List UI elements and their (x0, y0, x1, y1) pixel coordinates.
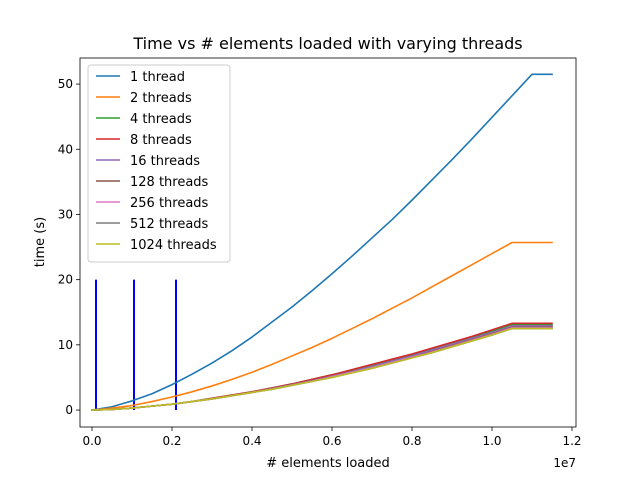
series-line-9 (91, 327, 553, 411)
y-axis-label: time (s) (33, 217, 48, 267)
series-line-5 (91, 325, 553, 411)
x-tick-label: 0.4 (242, 434, 261, 448)
y-tick-label: 50 (58, 77, 73, 91)
y-tick-label: 10 (58, 338, 73, 352)
series-line-6 (91, 326, 553, 411)
legend-label: 512 threads (130, 217, 209, 232)
y-tick-label: 40 (58, 142, 73, 156)
series-line-7 (91, 327, 553, 411)
axes-frame (79, 57, 577, 428)
legend-label: 8 threads (130, 133, 192, 148)
legend-label: 16 threads (130, 154, 200, 169)
x-tick-label: 0.2 (162, 434, 181, 448)
y-tick-label: 30 (58, 207, 73, 221)
legend-label: 256 threads (130, 196, 209, 211)
legend-label: 2 threads (130, 91, 192, 106)
x-tick-label: 0.8 (402, 434, 421, 448)
x-axis-label: # elements loaded (266, 456, 390, 471)
legend-box (87, 64, 231, 263)
legend: 1 thread 2 threads 4 threads 8 threads 16 th… (87, 64, 231, 263)
series-line-1 (91, 73, 553, 411)
x-tick-label: 0.0 (82, 434, 101, 448)
legend-label: 128 threads (130, 175, 209, 190)
legend-label: 4 threads (130, 112, 192, 127)
chart-title: Time vs # elements loaded with varying t… (132, 34, 522, 53)
y-tick-label: 0 (65, 403, 73, 417)
series-line-8 (91, 327, 553, 411)
plot-area: 0.0 0.2 0.4 0.6 0.8 1.0 1.2 0 10 20 30 40 50 (58, 57, 582, 448)
x-tick-label: 1.2 (562, 434, 581, 448)
series-line-2 (91, 241, 553, 411)
y-tick-label: 20 (58, 273, 73, 287)
legend-label: 1024 threads (130, 238, 217, 253)
x-axis-offset-label: 1e7 (553, 456, 576, 470)
x-tick-label: 1.0 (482, 434, 501, 448)
x-tick-label: 0.6 (322, 434, 341, 448)
legend-label: 1 thread (130, 70, 185, 85)
